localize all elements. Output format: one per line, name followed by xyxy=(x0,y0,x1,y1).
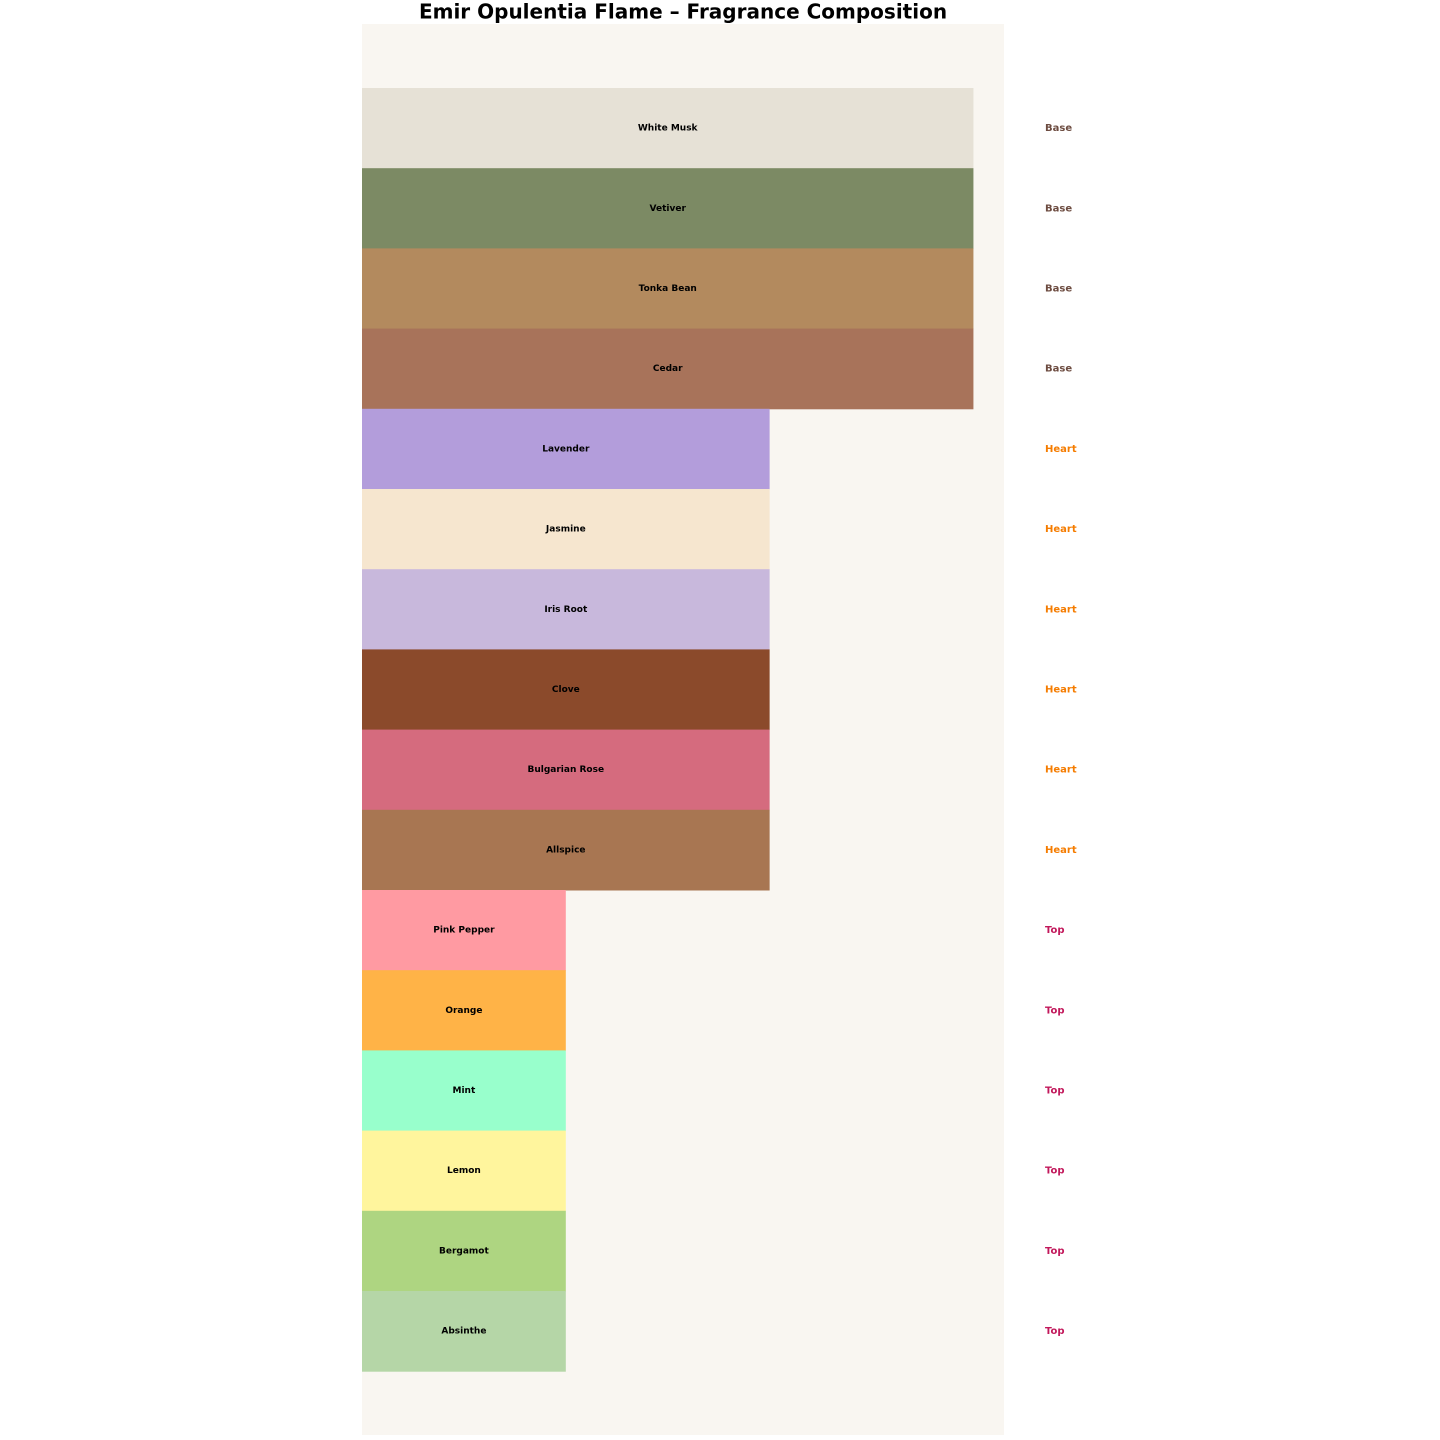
layer-label: Base xyxy=(1045,123,1072,134)
bar-label: Jasmine xyxy=(545,525,586,535)
bar-label: Clove xyxy=(552,685,580,695)
chart-title: Emir Opulentia Flame – Fragrance Composi… xyxy=(419,0,947,24)
bar xyxy=(362,729,770,811)
bar-label: Mint xyxy=(453,1086,476,1096)
layer-label: Base xyxy=(1045,364,1072,375)
bar-label: Absinthe xyxy=(441,1327,486,1337)
bar xyxy=(362,168,974,249)
layer-label: Top xyxy=(1045,1166,1065,1177)
bar xyxy=(362,88,974,169)
layer-label: Base xyxy=(1045,203,1072,214)
bar xyxy=(362,890,566,971)
bar xyxy=(362,408,770,490)
bar-label: Tonka Bean xyxy=(639,284,697,294)
bar xyxy=(362,569,770,650)
layer-label: Top xyxy=(1045,1005,1065,1016)
bar xyxy=(362,489,770,570)
bar xyxy=(362,1210,566,1292)
layer-label: Heart xyxy=(1045,685,1077,696)
bar-label: Orange xyxy=(445,1006,482,1016)
bar-label: Allspice xyxy=(546,845,585,855)
bar xyxy=(362,328,974,410)
layer-label: Heart xyxy=(1045,444,1077,455)
layer-label: Heart xyxy=(1045,604,1077,615)
bar-label: Bergamot xyxy=(439,1246,489,1256)
bar-label: Lemon xyxy=(447,1166,481,1176)
bar xyxy=(362,1050,566,1132)
bar-label: White Musk xyxy=(638,124,699,134)
bar xyxy=(362,970,566,1051)
bar-label: Pink Pepper xyxy=(433,926,495,936)
bar xyxy=(362,1291,566,1372)
layer-label: Top xyxy=(1045,925,1065,936)
bar xyxy=(362,649,770,731)
bar-label: Vetiver xyxy=(650,204,687,214)
layer-label: Top xyxy=(1045,1246,1065,1257)
bar xyxy=(362,248,974,330)
bar-label: Iris Root xyxy=(544,605,588,615)
layer-label: Heart xyxy=(1045,524,1077,535)
layer-label: Top xyxy=(1045,1326,1065,1337)
layer-label: Heart xyxy=(1045,765,1077,776)
layer-label: Base xyxy=(1045,284,1072,295)
bar-label: Lavender xyxy=(542,444,590,454)
bar xyxy=(362,809,770,891)
bar xyxy=(362,1130,566,1212)
bar-label: Bulgarian Rose xyxy=(528,765,605,775)
layer-label: Top xyxy=(1045,1086,1065,1097)
bar-label: Cedar xyxy=(653,364,683,374)
layer-label: Heart xyxy=(1045,845,1077,856)
